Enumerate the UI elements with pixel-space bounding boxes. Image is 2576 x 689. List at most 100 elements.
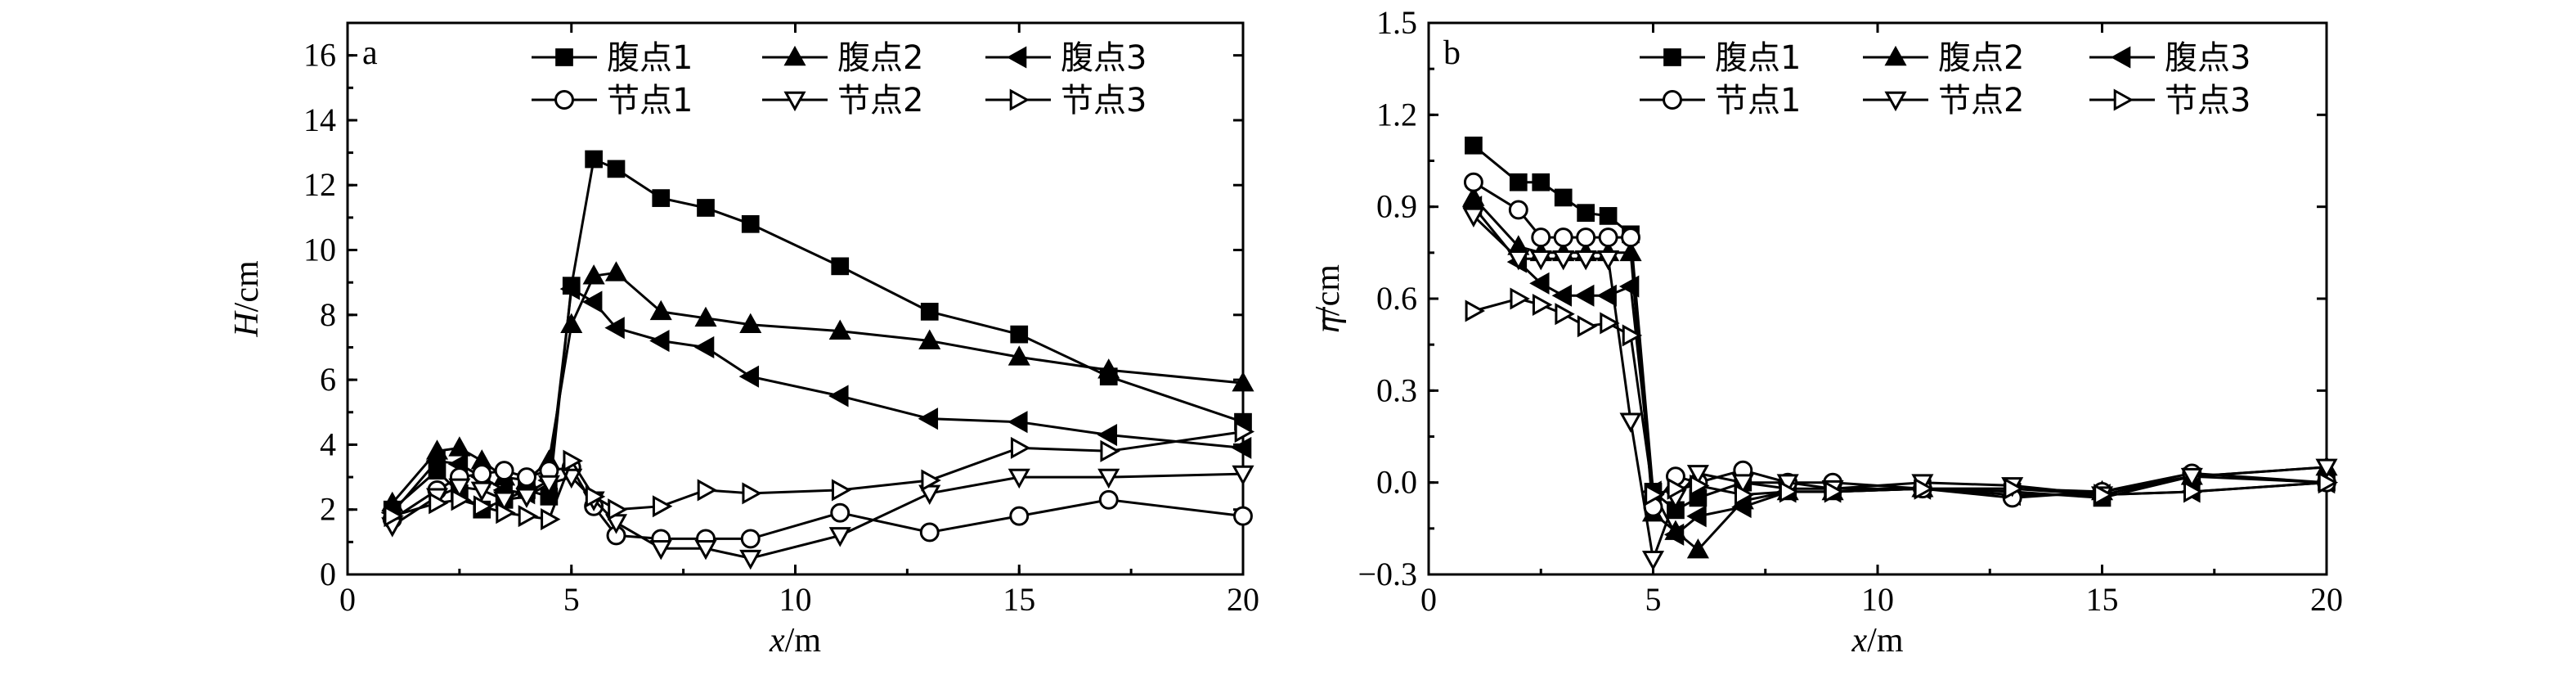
- data-point: [1576, 227, 1596, 248]
- data-point: [1232, 371, 1254, 392]
- data-point: [1551, 284, 1572, 307]
- x-tick-label: 0: [1420, 581, 1437, 618]
- data-point: [1008, 345, 1030, 366]
- y-tick-label: 1.2: [1376, 96, 1417, 133]
- data-point: [582, 290, 603, 313]
- data-point: [585, 485, 606, 508]
- data-point: [1552, 250, 1575, 271]
- chart-a: 0 5 10 15 20 0 2 4 6 8 10 12 14 16 a x/m H/cm 腹点1 腹点2 腹点3 节点…: [228, 21, 1259, 660]
- y-tick-label: 16: [303, 37, 336, 74]
- x-axis-label: x/m: [1851, 622, 1904, 660]
- data-point: [607, 160, 626, 178]
- data-point: [470, 481, 493, 502]
- data-point: [1622, 324, 1643, 347]
- data-point: [1553, 227, 1573, 248]
- data-point: [1465, 299, 1485, 322]
- legend-marker: [783, 45, 806, 66]
- y-tick-label: 4: [320, 426, 336, 462]
- data-point: [693, 335, 715, 359]
- data-point: [1577, 204, 1595, 223]
- data-point: [1621, 227, 1640, 248]
- data-point: [1596, 284, 1617, 307]
- data-point: [1234, 421, 1255, 444]
- legend-label: 腹点3: [1061, 39, 1147, 77]
- data-point: [1532, 293, 1553, 317]
- data-point: [921, 469, 941, 492]
- data-point: [920, 303, 939, 321]
- data-point: [1510, 287, 1530, 310]
- data-point: [1731, 474, 1754, 494]
- legend-label: 腹点2: [1938, 39, 2024, 77]
- y-tick-label: 0.3: [1376, 372, 1417, 408]
- data-point: [828, 527, 851, 547]
- panel-label: a: [362, 34, 378, 72]
- legend-marker: [1663, 48, 1681, 66]
- data-point: [1555, 303, 1575, 326]
- legend-marker: [1884, 45, 1907, 66]
- data-point: [740, 529, 761, 549]
- data-point: [1462, 207, 1485, 227]
- data-point: [559, 277, 581, 300]
- data-point: [1641, 550, 1665, 571]
- y-tick-label: 14: [303, 101, 336, 138]
- data-point: [1599, 207, 1618, 225]
- series-5: [1462, 207, 2338, 571]
- data-point: [742, 482, 762, 505]
- data-point: [1600, 312, 1620, 335]
- data-point: [1686, 538, 1709, 559]
- x-tick-label: 0: [339, 581, 356, 618]
- data-point: [652, 189, 671, 207]
- data-point: [694, 539, 717, 561]
- legend-label: 腹点1: [1715, 39, 1801, 77]
- data-point: [1233, 506, 1253, 526]
- series-line: [1472, 214, 2327, 565]
- legend-entry: 节点1: [532, 82, 693, 119]
- data-point: [1735, 484, 1755, 507]
- series-1: [1465, 136, 2336, 520]
- series-1: [383, 150, 1252, 519]
- data-point: [1574, 284, 1595, 307]
- data-point: [741, 214, 760, 233]
- data-point: [1097, 358, 1120, 379]
- data-point: [1914, 477, 1934, 500]
- data-point: [1098, 489, 1119, 510]
- x-tick-label: 15: [1003, 581, 1035, 618]
- legend-label: 腹点2: [837, 39, 923, 77]
- data-point: [1619, 412, 1642, 433]
- data-point: [1010, 436, 1031, 459]
- y-tick-label: 1.5: [1376, 4, 1417, 41]
- data-point: [831, 479, 852, 502]
- data-point: [1531, 227, 1551, 248]
- data-point: [1645, 484, 1665, 507]
- series-6: [384, 421, 1255, 531]
- legend-marker: [554, 90, 574, 110]
- data-point: [1529, 272, 1550, 295]
- y-tick-label: 2: [320, 491, 336, 528]
- legend-entry: 腹点3: [985, 39, 1147, 77]
- legend-marker: [555, 48, 573, 66]
- data-point: [739, 313, 762, 334]
- data-point: [649, 329, 670, 353]
- y-tick-label: 10: [303, 232, 336, 268]
- data-point: [517, 467, 536, 488]
- series-5: [381, 465, 1254, 570]
- legend-entry: 节点1: [1640, 82, 1801, 119]
- legend-entry: 腹点1: [1640, 39, 1801, 77]
- series-line: [391, 157, 1244, 511]
- data-point: [451, 489, 471, 511]
- y-tick-label: 0.0: [1376, 464, 1417, 501]
- legend-entry: 节点3: [985, 82, 1147, 119]
- x-tick-label: 10: [779, 581, 812, 618]
- legend-label: 节点1: [607, 82, 693, 119]
- data-point: [448, 436, 471, 457]
- y-tick-label: 12: [303, 166, 336, 203]
- data-point: [1686, 505, 1707, 528]
- series-6: [1465, 287, 2339, 507]
- data-point: [472, 464, 492, 484]
- data-point: [1574, 250, 1597, 271]
- legend-entry: 腹点2: [1863, 39, 2024, 77]
- data-point: [1008, 411, 1028, 434]
- data-point: [1508, 200, 1528, 220]
- y-tick-label: −0.3: [1358, 556, 1417, 592]
- data-point: [1532, 173, 1551, 191]
